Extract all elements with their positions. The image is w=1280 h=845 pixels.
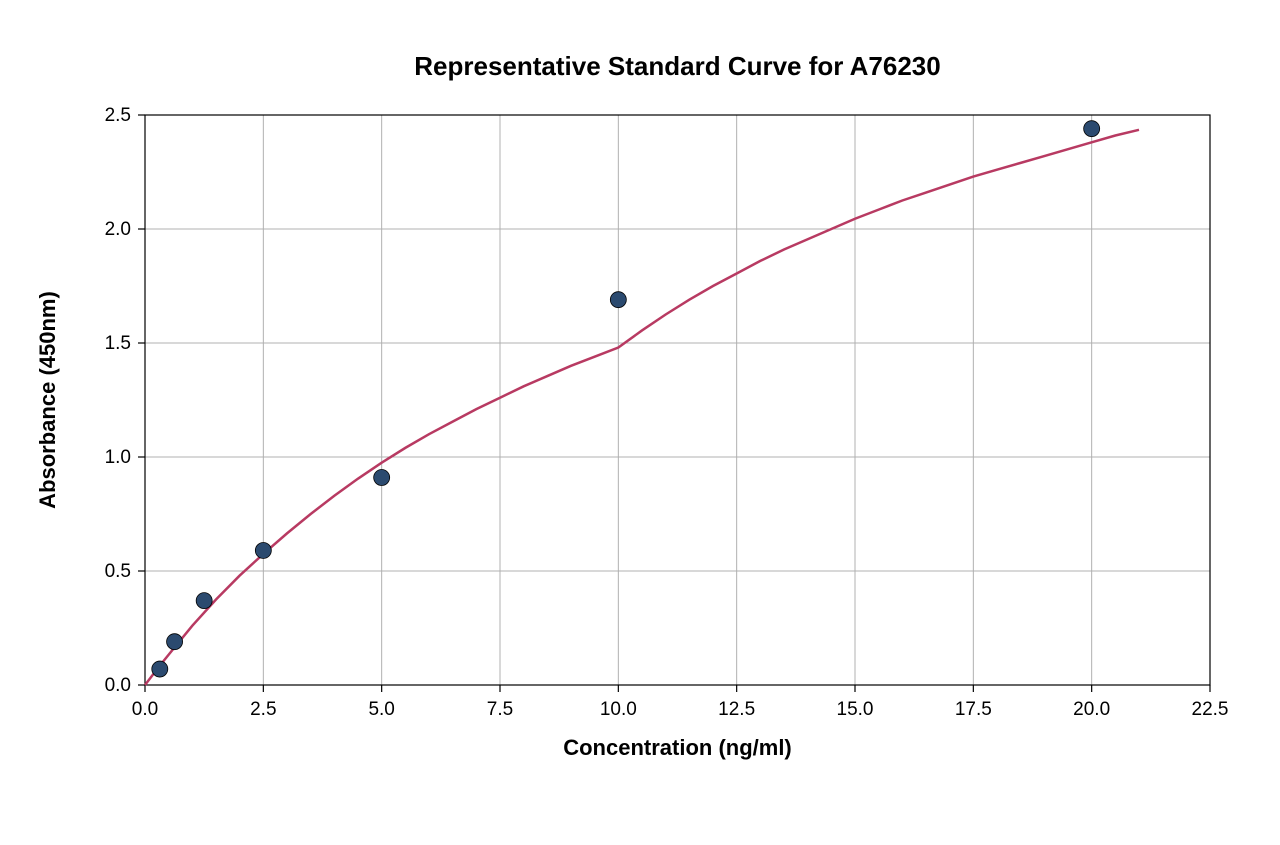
axes <box>138 115 1210 692</box>
y-tick-label: 1.5 <box>105 333 131 354</box>
data-point <box>152 661 168 677</box>
x-tick-label: 22.5 <box>1192 699 1229 720</box>
data-point <box>167 634 183 650</box>
data-point <box>610 292 626 308</box>
x-tick-label: 20.0 <box>1073 699 1110 720</box>
x-tick-label: 17.5 <box>955 699 992 720</box>
y-tick-label: 0.0 <box>105 675 131 696</box>
data-point <box>1084 121 1100 137</box>
standard-curve-chart: 0.0 2.5 5.0 7.5 10.0 12.5 15.0 17.5 20.0 22.5 0.0 0… <box>0 0 1280 845</box>
plot-border <box>145 115 1210 685</box>
x-tick-label: 12.5 <box>718 699 755 720</box>
y-axis-label: Absorbance (450nm) <box>35 291 60 509</box>
x-tick-label: 10.0 <box>600 699 637 720</box>
y-tick-label: 2.5 <box>105 105 131 126</box>
data-point <box>374 470 390 486</box>
chart-container: 0.0 2.5 5.0 7.5 10.0 12.5 15.0 17.5 20.0 22.5 0.0 0… <box>0 0 1280 845</box>
x-tick-label: 7.5 <box>487 699 513 720</box>
fitted-curve <box>145 130 1139 685</box>
chart-title: Representative Standard Curve for A76230 <box>414 51 940 81</box>
data-points <box>152 121 1100 677</box>
y-tick-label: 2.0 <box>105 219 131 240</box>
data-point <box>255 542 271 558</box>
y-tick-label: 0.5 <box>105 561 131 582</box>
x-tick-label: 15.0 <box>837 699 874 720</box>
x-tick-label: 2.5 <box>250 699 276 720</box>
x-tick-label: 0.0 <box>132 699 158 720</box>
x-tick-label: 5.0 <box>368 699 394 720</box>
x-axis-label: Concentration (ng/ml) <box>563 735 792 760</box>
grid <box>145 115 1210 685</box>
tick-labels: 0.0 2.5 5.0 7.5 10.0 12.5 15.0 17.5 20.0 22.5 0.0 0… <box>105 105 1229 720</box>
data-point <box>196 593 212 609</box>
y-tick-label: 1.0 <box>105 447 131 468</box>
